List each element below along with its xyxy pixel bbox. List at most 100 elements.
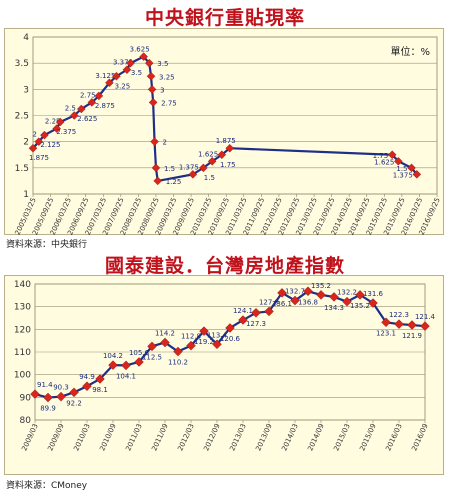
chart2-data-point: [381, 317, 391, 328]
chart2-data-label: 124.1: [233, 307, 253, 315]
chart2-data-label: 112.8: [181, 333, 201, 341]
chart2-xtick-label: 2013/09: [254, 422, 274, 452]
chart2-data-point: [212, 339, 222, 350]
chart2-data-point: [95, 374, 105, 384]
chart1-data-label: 3.625: [130, 46, 150, 54]
chart1-data-label: 2.375: [56, 128, 76, 136]
chart2-data-point: [420, 321, 430, 331]
chart1-data-label: 2.75: [161, 99, 177, 107]
chart1-data-point: [122, 65, 132, 74]
chart2-data-label: 89.9: [40, 405, 56, 413]
chart1-svg: 11.522.533.542005/03/252005/09/252006/03…: [14, 33, 442, 236]
chart1-data-point: [148, 98, 158, 107]
chart2-xtick-label: 2010/09: [98, 422, 118, 452]
chart2-xtick-label: 2011/09: [150, 422, 170, 452]
chart1-data-label: 3.25: [115, 82, 131, 90]
chart1-data-label: 1.375: [393, 171, 413, 179]
chart2-data-point: [251, 308, 261, 318]
chart1-data-label: 2.75: [80, 91, 96, 99]
chart1-data-point: [28, 143, 38, 153]
chart2-data-point: [147, 341, 157, 352]
chart2-data-label: 136.8: [298, 298, 318, 306]
chart2-data-label: 104.2: [103, 352, 123, 360]
chart1-data-label: 1.25: [166, 178, 182, 186]
chart2-data-label: 122.3: [389, 311, 409, 319]
chart2-data-label: 90.3: [53, 384, 69, 392]
chart2-data-point: [173, 346, 183, 357]
chart1-data-label: 2: [163, 139, 167, 147]
chart2-xtick-label: 2016/03: [384, 422, 404, 452]
chart1-data-label: 3.25: [159, 73, 175, 81]
chart2-panel: 80 90 100 110 120 130 140 2009/03 2009/09 2010/03…: [4, 275, 444, 475]
chart1-data-label: 1.375: [179, 163, 199, 171]
chart1-data-point: [112, 71, 121, 81]
chart2-data-point: [264, 306, 274, 317]
chart2-data-point: [225, 323, 235, 333]
chart2-data-label: 105.6: [129, 349, 150, 357]
chart1-unit-label: 單位：%: [390, 45, 430, 58]
chart2-xtick-label: 2015/03: [332, 422, 352, 452]
chart2-data-label: 123.1: [376, 329, 396, 337]
chart1-data-point: [225, 143, 235, 153]
chart1-data-label: 1.625: [198, 150, 218, 158]
chart2-data-label: 132.2: [337, 289, 357, 297]
chart2-data-point: [82, 381, 92, 392]
chart1-data-label: 2.5: [65, 105, 76, 113]
chart1-data-point: [153, 176, 162, 186]
chart2-data-label: 114.2: [155, 329, 175, 337]
chart1-source: 資料來源：中央銀行: [6, 240, 88, 250]
chart1-data-point: [188, 170, 198, 179]
chart1-data-point: [150, 137, 159, 146]
chart1-data-point: [69, 111, 79, 120]
chart2-data-label: 91.4: [37, 381, 53, 389]
chart2-data-point: [43, 392, 53, 403]
chart2-data-label: 104.1: [116, 372, 136, 380]
chart1-data-point: [394, 157, 403, 166]
chart2-data-point: [30, 389, 40, 399]
chart1-ytick-label: 3: [23, 85, 29, 95]
chart1-data-label: 3.5: [131, 69, 142, 77]
chart2-data-point: [355, 290, 365, 300]
chart2-ytick-label: 90: [20, 393, 32, 403]
chart1-data-label: 2.875: [95, 102, 115, 110]
chart2-data-label: 135.2: [350, 302, 370, 310]
chart1-data-label: 2.25: [45, 118, 61, 126]
chart2-ytick-label: 80: [20, 416, 32, 426]
chart1-data-label: 1.75: [373, 152, 389, 160]
chart1-panel: 1 1.5 2 2.5 3 3.5 4 2005/03/25 2005/09/25 2006/03…: [4, 28, 444, 236]
chart1-ytick-label: 2.5: [15, 112, 29, 122]
chart2-data-point: [69, 387, 79, 398]
chart1-ytick-label: 3.5: [15, 59, 29, 69]
chart1-data-label: 1.625: [374, 158, 394, 166]
chart1-data-label: 1.75: [220, 161, 236, 169]
chart2-xtick-label: 2012/09: [202, 422, 222, 452]
chart2-ytick-label: 110: [14, 348, 31, 358]
chart1-ytick-label: 2: [23, 138, 29, 148]
chart2-xtick-label: 2014/03: [280, 422, 300, 452]
chart2-xtick-label: 2014/09: [306, 422, 326, 452]
chart1-data-point: [94, 91, 104, 101]
chart2-ytick-label: 100: [14, 371, 31, 381]
chart1-data-point: [105, 78, 114, 88]
chart1-data-point: [147, 85, 157, 94]
chart2-ytick-label: 140: [14, 280, 31, 290]
chart1-data-point: [52, 124, 61, 133]
chart1-data-label: 2.625: [77, 115, 97, 123]
chart2-data-label: 127.9: [259, 298, 279, 306]
chart1-data-label: 1.5: [204, 174, 215, 182]
chart2-title: 國泰建設．台灣房地產指數: [104, 255, 345, 277]
chart2-xtick-label: 2015/09: [358, 422, 378, 452]
chart2-data-label: 119.2: [194, 338, 214, 346]
chart2-data-point: [186, 340, 196, 351]
chart2-source: 資料來源：CMoney: [6, 481, 88, 491]
chart1-data-point: [146, 71, 156, 81]
chart2-data-label: 132.7: [285, 288, 305, 296]
chart2-data-point: [134, 357, 144, 367]
chart1-data-label: 1.875: [29, 154, 49, 162]
chart1-data-point: [217, 150, 227, 160]
chart2-data-point: [394, 319, 404, 329]
chart2-data-label: 134.3: [324, 304, 344, 312]
chart2-data-point: [238, 315, 248, 325]
chart2-data-point: [108, 360, 118, 370]
chart2-xtick-label: 2012/03: [176, 422, 196, 452]
